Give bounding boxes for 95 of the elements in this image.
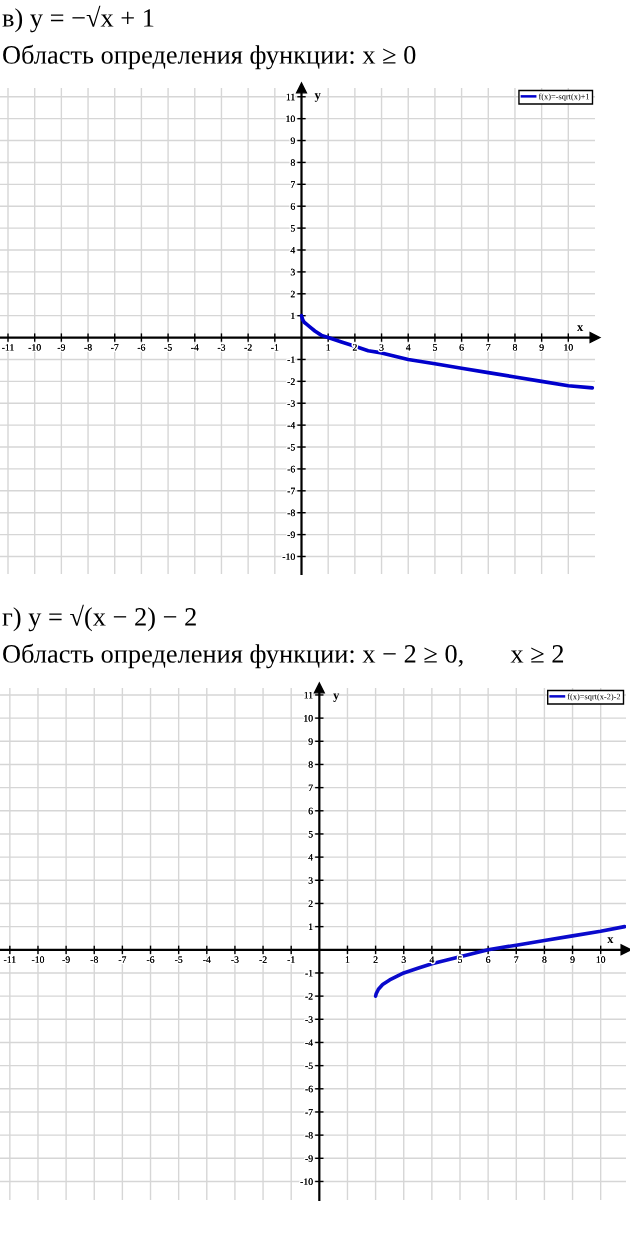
y-tick-label: -3 <box>305 1016 313 1023</box>
y-tick-label: 8 <box>308 761 313 768</box>
y-tick-label: 1 <box>309 923 313 930</box>
y-tick-label: -10 <box>282 553 295 560</box>
x-tick-label: -6 <box>146 956 155 963</box>
chart-subtitle: Область определения функции: x − 2 ≥ 0, x ≥ 2 <box>3 643 564 669</box>
x-tick-label: 10 <box>596 956 606 963</box>
x-tick-label: -10 <box>31 956 45 963</box>
y-tick-label: 4 <box>308 854 313 861</box>
x-tick-label: 2 <box>373 956 378 963</box>
legend-label: f(x)=sqrt(x-2)-2 <box>567 693 621 702</box>
y-tick-label: -1 <box>287 356 295 363</box>
y-tick-label: -4 <box>305 1039 313 1046</box>
x-tick-label: -9 <box>62 956 70 963</box>
legend-label: f(x)=-sqrt(x)+1 <box>538 93 590 102</box>
y-tick-label: 5 <box>308 830 313 838</box>
chart-subtitle: Область определения функции: x ≥ 0 <box>3 44 416 70</box>
y-tick-label: 8 <box>290 159 295 166</box>
x-tick-label: 8 <box>542 956 547 963</box>
x-tick-label: 10 <box>564 344 573 351</box>
x-tick-label: 7 <box>486 344 491 351</box>
y-tick-label: 2 <box>290 290 295 298</box>
y-tick-label: -6 <box>287 465 295 473</box>
y-tick-label: 10 <box>304 715 313 722</box>
x-tick-label: -11 <box>2 344 14 351</box>
y-tick-label: 10 <box>286 115 295 123</box>
y-tick-label: -9 <box>305 1155 313 1162</box>
line-series <box>373 924 626 998</box>
x-tick-label: 6 <box>459 344 464 351</box>
x-tick-label: -8 <box>84 344 92 351</box>
x-axis-title: x <box>577 325 584 332</box>
x-tick-label: -4 <box>203 956 211 963</box>
y-axis-title: y <box>314 93 321 102</box>
y-tick-label: -7 <box>305 1108 313 1116</box>
y-tick-label: -7 <box>287 487 295 495</box>
y-tick-label: 6 <box>308 807 313 815</box>
x-tick-label: 4 <box>429 956 435 963</box>
y-tick-label: -5 <box>305 1062 313 1070</box>
chart-title: в) y = −√x + 1 <box>2 5 154 33</box>
y-tick-label: -8 <box>305 1132 313 1139</box>
x-tick-label: -6 <box>137 344 146 351</box>
y-tick-label: 2 <box>308 900 313 907</box>
y-tick-label: 1 <box>291 312 295 320</box>
y-tick-label: -8 <box>287 509 295 517</box>
x-tick-label: 1 <box>345 956 350 963</box>
x-tick-label: -3 <box>217 344 226 351</box>
x-tick-label: 4 <box>405 344 411 351</box>
y-tick-label: 11 <box>286 93 295 101</box>
x-tick-label: 1 <box>326 344 331 351</box>
x-tick-label: -10 <box>28 344 41 351</box>
y-tick-label: -3 <box>287 400 295 407</box>
x-tick-label: -1 <box>271 344 279 351</box>
chart-title: г) y = √(x − 2) − 2 <box>2 604 196 632</box>
x-tick-label: -8 <box>90 956 98 963</box>
x-tick-label: 8 <box>512 344 518 351</box>
y-tick-label: -10 <box>300 1178 313 1185</box>
y-tick-label: 5 <box>290 225 295 232</box>
x-axis-title: x <box>607 937 614 944</box>
x-tick-label: -9 <box>57 344 66 351</box>
line-series <box>299 313 595 390</box>
y-tick-label: -4 <box>287 422 296 429</box>
y-tick-label: -5 <box>287 444 295 451</box>
y-tick-label: -9 <box>287 531 295 539</box>
y-tick-label: 9 <box>308 738 313 745</box>
y-tick-label: 4 <box>290 246 296 254</box>
x-tick-label: 9 <box>539 344 544 351</box>
x-tick-label: 5 <box>458 956 463 963</box>
y-tick-label: -6 <box>305 1085 313 1093</box>
x-tick-label: 9 <box>570 956 575 963</box>
x-tick-label: -11 <box>3 956 16 963</box>
x-tick-label: 3 <box>401 956 406 963</box>
y-tick-label: 11 <box>304 691 313 699</box>
y-tick-label: 3 <box>290 268 295 276</box>
x-tick-label: -7 <box>111 344 119 351</box>
x-tick-label: -4 <box>191 344 199 351</box>
y-tick-label: 7 <box>308 784 313 791</box>
x-tick-label: -3 <box>231 956 239 963</box>
x-tick-label: 2 <box>352 344 357 351</box>
y-tick-label: 7 <box>291 181 295 188</box>
x-tick-label: 6 <box>486 956 491 963</box>
x-tick-label: -2 <box>259 956 267 963</box>
y-tick-label: 6 <box>290 203 295 210</box>
y-tick-label: -1 <box>305 969 313 977</box>
y-axis-title: y <box>333 693 340 702</box>
x-tick-label: -5 <box>164 344 172 351</box>
y-tick-label: -2 <box>305 993 313 1000</box>
y-tick-label: -2 <box>287 378 295 385</box>
x-tick-label: -7 <box>118 956 127 963</box>
x-tick-label: 5 <box>433 344 437 351</box>
x-tick-label: 3 <box>379 344 384 351</box>
y-tick-label: 3 <box>308 877 313 884</box>
x-tick-label: -5 <box>174 956 183 963</box>
x-tick-label: 7 <box>514 956 519 963</box>
y-tick-label: 9 <box>290 137 295 145</box>
x-tick-label: -2 <box>244 344 252 351</box>
